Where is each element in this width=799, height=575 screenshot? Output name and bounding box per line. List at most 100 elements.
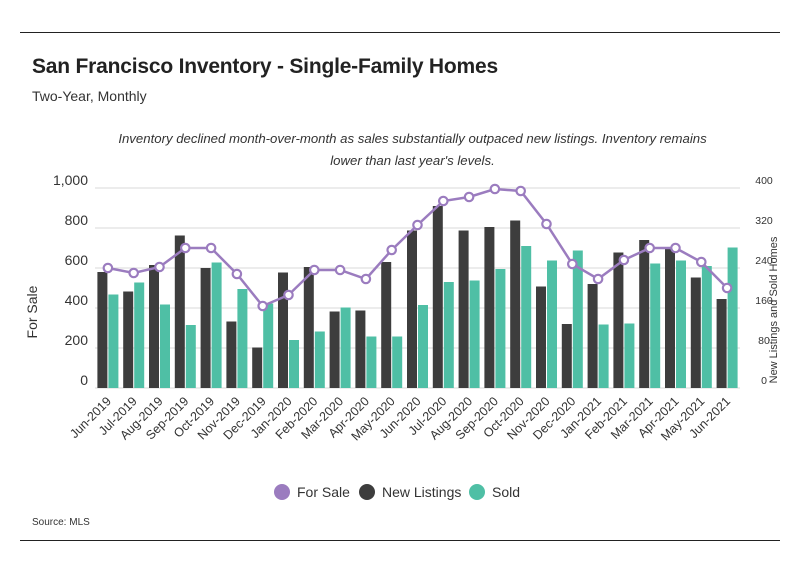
new-listings-bar — [278, 272, 288, 388]
for-sale-point — [102, 262, 114, 274]
sold-bar — [727, 247, 738, 388]
inventory-chart: 0 200 400 600 800 1,000 0 80 160 240 320 400 Jun-2… — [24, 172, 780, 500]
chart-annotation: Inventory declined month-over-month as s… — [118, 131, 707, 168]
for-sale-point — [308, 264, 320, 276]
for-sale-point — [437, 195, 449, 207]
legend-label: For Sale — [297, 484, 350, 500]
sold-bar — [572, 250, 583, 388]
sold-bar — [263, 303, 274, 388]
new-listings-bar — [484, 227, 495, 388]
for-sale-point — [670, 242, 681, 254]
for-sale-point — [463, 191, 475, 203]
new-listings-bar — [613, 252, 624, 388]
sold-bar — [418, 305, 428, 388]
sold-bar — [211, 262, 222, 388]
left-axis-ticks: 0 200 400 600 800 1,000 — [53, 172, 88, 388]
for-sale-point — [489, 183, 501, 195]
sold-bar — [495, 269, 506, 388]
new-listings-bar — [226, 321, 237, 388]
for-sale-point — [128, 267, 139, 279]
left-tick-label: 800 — [65, 212, 89, 228]
for-sale-point — [283, 289, 294, 301]
bottom-rule — [20, 540, 780, 541]
chart-subtitle: Two-Year, Monthly — [32, 88, 147, 104]
legend: For Sale New Listings Sold — [274, 484, 520, 500]
for-sale-point — [180, 242, 191, 254]
for-sale-point — [205, 242, 217, 254]
legend-marker — [469, 484, 485, 500]
sold-bar — [547, 260, 557, 388]
new-listings-bar — [174, 235, 185, 388]
top-rule — [20, 32, 780, 33]
for-sale-point — [721, 282, 733, 294]
right-tick-label: 160 — [755, 295, 773, 307]
for-sale-point — [592, 273, 604, 285]
sold-bar — [134, 282, 145, 388]
new-listings-bar — [432, 206, 443, 388]
for-sale-point — [644, 242, 655, 254]
new-listings-bar — [716, 299, 727, 388]
left-tick-label: 200 — [65, 332, 89, 348]
sold-bar — [650, 263, 661, 388]
for-sale-point — [695, 256, 707, 268]
legend-marker — [359, 484, 375, 500]
new-listings-bar — [149, 265, 159, 388]
new-listings-bar — [381, 262, 392, 388]
new-listings-bar — [303, 267, 314, 388]
new-listings-bar — [587, 284, 598, 388]
sold-bar — [624, 323, 635, 388]
right-tick-label: 80 — [758, 335, 770, 347]
sold-bar — [237, 289, 248, 388]
new-listings-bar — [329, 311, 340, 388]
sold-bar — [443, 282, 454, 388]
for-sale-point — [257, 300, 268, 312]
new-listings-bar — [690, 277, 701, 388]
new-listings-bar — [200, 268, 211, 388]
sold-bar — [340, 307, 351, 388]
new-listings-bar — [639, 240, 650, 388]
bars — [97, 206, 738, 388]
legend-marker — [274, 484, 290, 500]
sold-bar — [469, 280, 480, 388]
new-listings-bar — [510, 220, 521, 388]
for-sale-point — [566, 258, 578, 270]
right-tick-label: 240 — [755, 255, 773, 267]
for-sale-point — [154, 261, 165, 273]
left-tick-label: 600 — [65, 252, 89, 268]
new-listings-bar — [665, 248, 675, 388]
new-listings-bar — [561, 324, 572, 388]
sold-bar — [598, 324, 609, 388]
legend-label: Sold — [492, 484, 520, 500]
left-tick-label: 400 — [65, 292, 89, 308]
sold-bar — [676, 260, 686, 388]
sold-bar — [108, 294, 119, 388]
right-tick-label: 0 — [761, 375, 767, 387]
left-tick-label: 1,000 — [53, 172, 88, 188]
new-listings-bar — [252, 347, 263, 388]
legend-label: New Listings — [382, 484, 461, 500]
new-listings-bar — [407, 230, 417, 388]
for-sale-point — [618, 254, 630, 266]
sold-bar — [521, 246, 532, 388]
new-listings-bar — [97, 272, 108, 388]
source-note: Source: MLS — [32, 517, 90, 528]
for-sale-line — [102, 183, 733, 312]
sold-bar — [314, 331, 325, 388]
for-sale-point — [231, 268, 243, 280]
sold-bar — [392, 336, 403, 388]
sold-bar — [366, 336, 377, 388]
for-sale-point — [334, 264, 346, 276]
right-tick-label: 320 — [755, 215, 773, 227]
new-listings-bar — [458, 230, 469, 388]
chart-title: San Francisco Inventory - Single-Family … — [32, 55, 498, 78]
sold-bar — [701, 266, 712, 388]
for-sale-point — [386, 244, 397, 256]
left-tick-label: 0 — [80, 372, 88, 388]
new-listings-bar — [355, 310, 366, 388]
x-axis-ticks: Jun-2019Jul-2019Aug-2019Sep-2019Oct-2019… — [67, 394, 733, 443]
left-axis-title: For Sale — [24, 285, 40, 338]
for-sale-point — [515, 185, 526, 197]
sold-bar — [185, 325, 196, 388]
for-sale-point — [360, 273, 372, 285]
right-axis-title: New Listings and Sold Homes — [768, 236, 780, 383]
